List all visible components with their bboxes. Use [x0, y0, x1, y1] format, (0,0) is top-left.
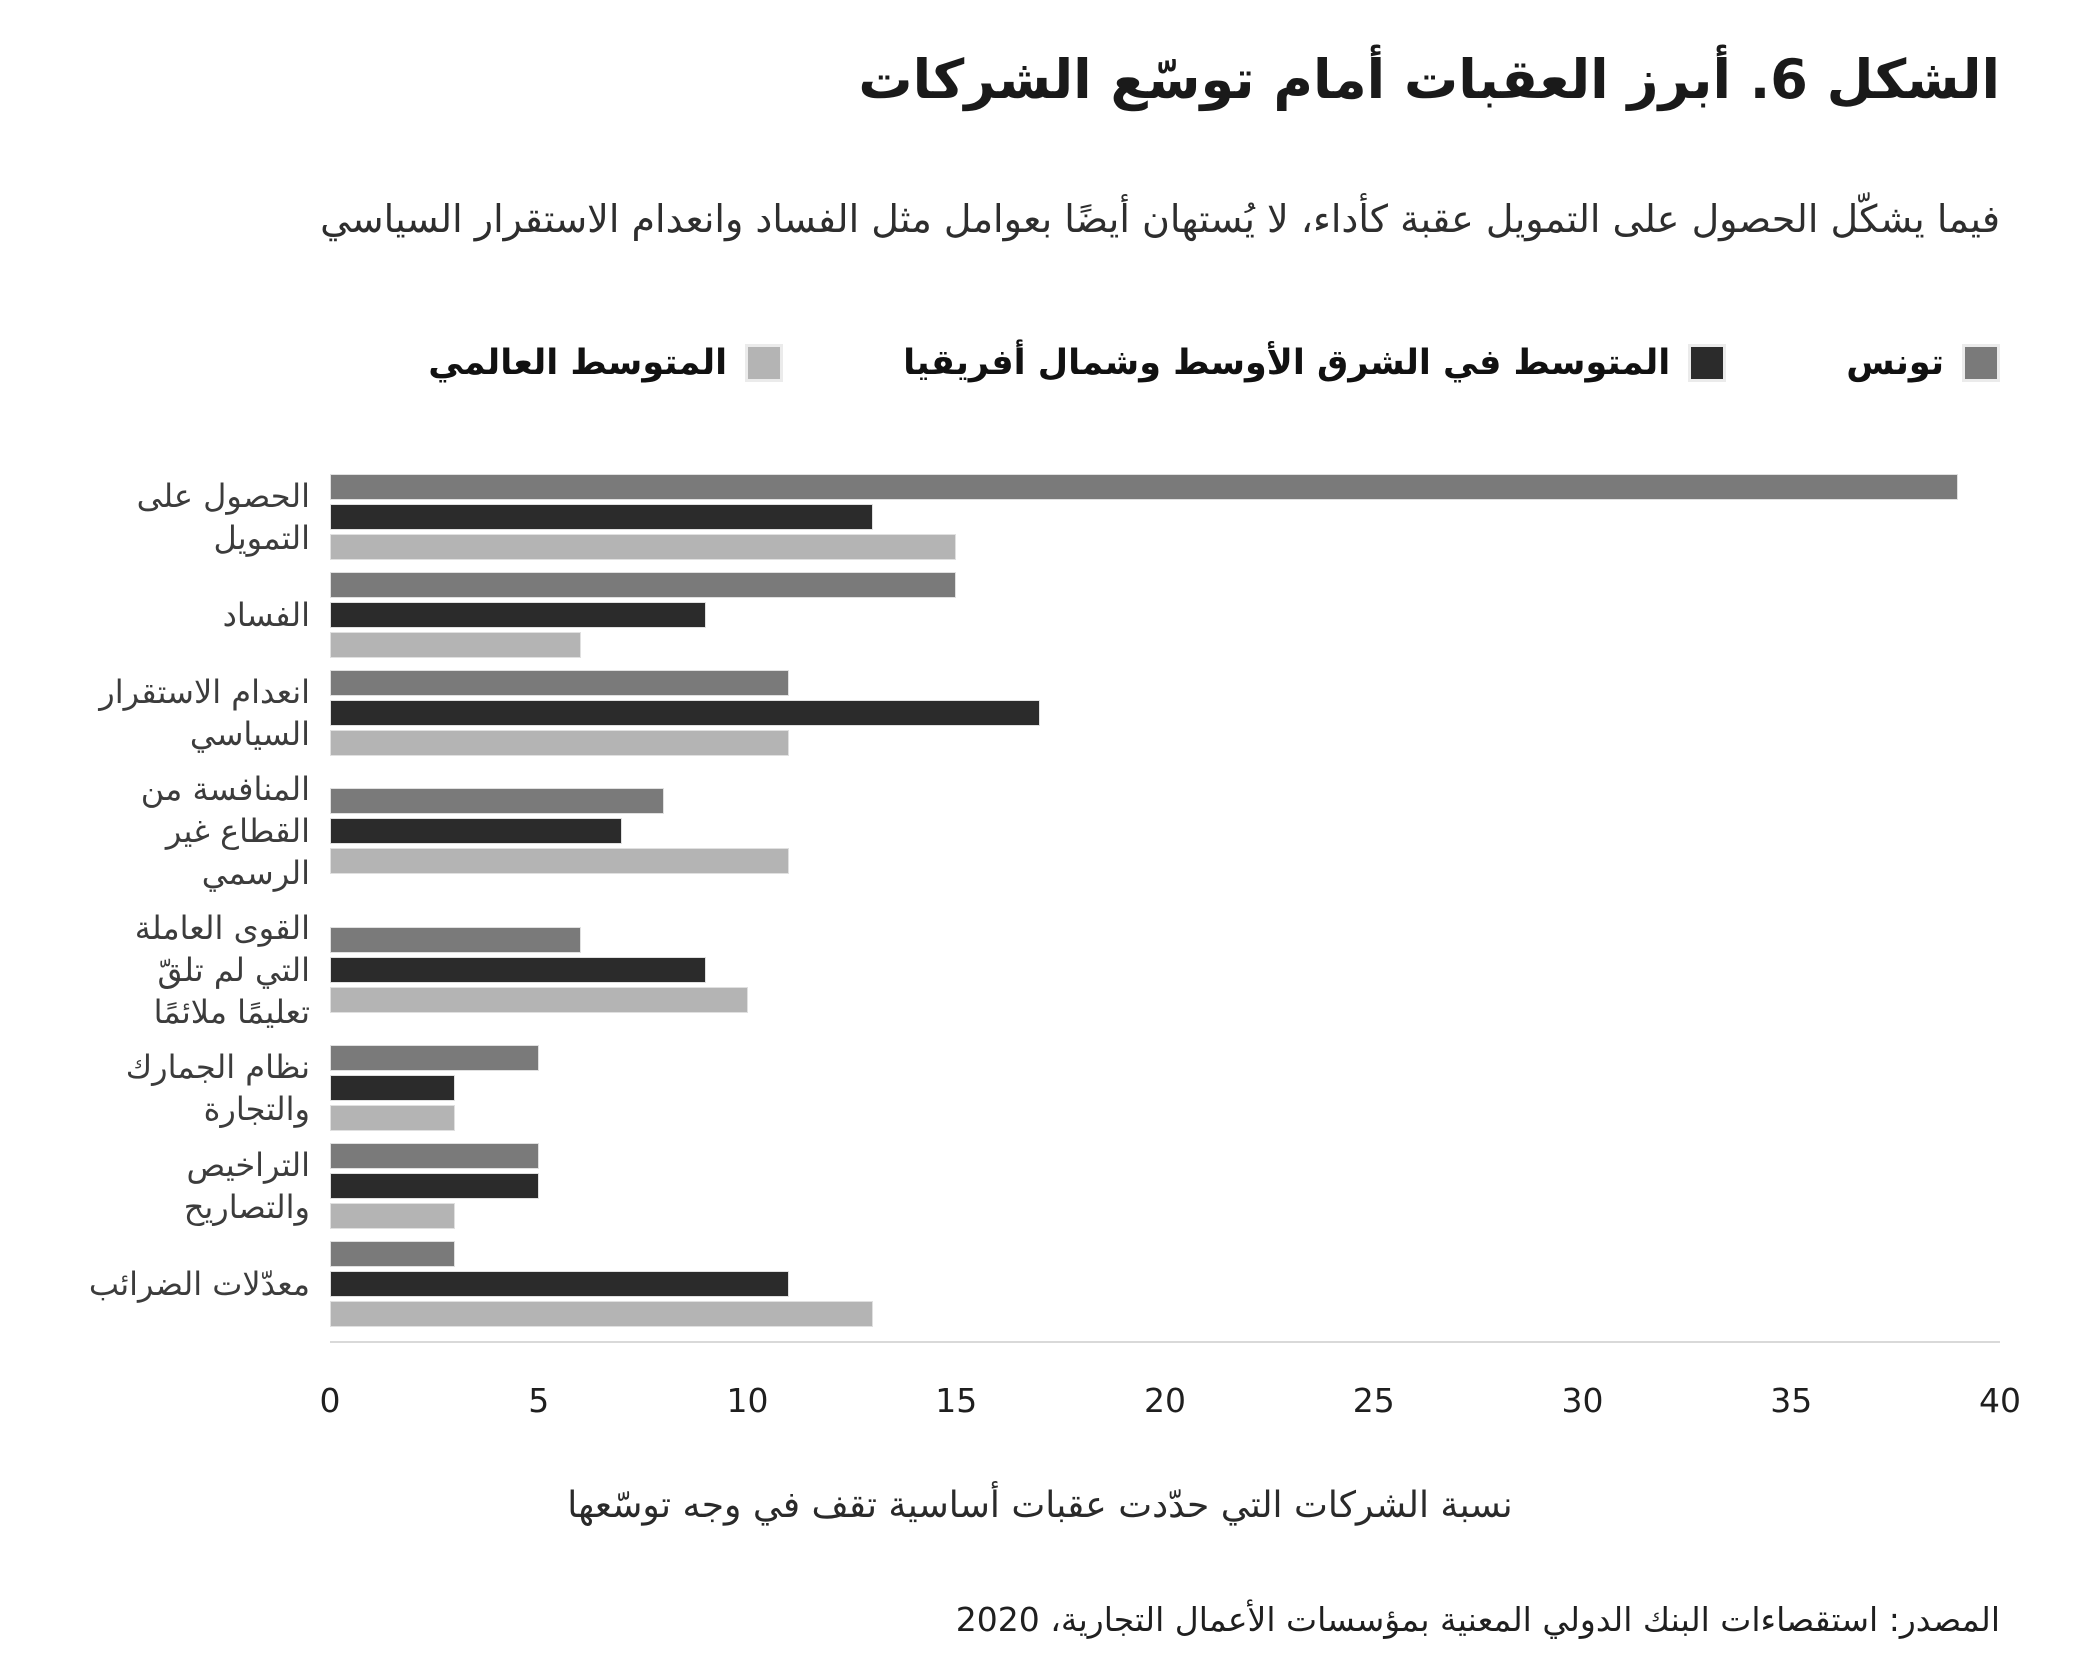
x-axis-tick: 10: [726, 1381, 769, 1421]
legend-item-0: تونس: [1846, 343, 2000, 383]
x-axis-tick: 0: [319, 1381, 341, 1421]
bar-group: [330, 473, 2000, 560]
bar-group: [330, 788, 2000, 875]
bar-series-1: [330, 1271, 790, 1298]
chart-row: نظام الجمارك والتجارة: [80, 1045, 2000, 1132]
chart-row: الحصول على التمويل: [80, 473, 2000, 560]
x-axis-ticks: 0 5 10 15 20 25 30 35 40: [320, 1341, 2021, 1427]
bar-series-0: [330, 1143, 539, 1170]
bar-series-0: [330, 669, 790, 696]
x-axis-tick: 20: [1144, 1381, 1186, 1421]
category-label: الفساد: [222, 595, 310, 634]
bar-series-2: [330, 1301, 873, 1328]
x-axis-label: نسبة الشركات التي حدّدت عقبات أساسية تقف…: [567, 1485, 1513, 1527]
bar-series-1: [330, 956, 706, 983]
legend-item-1: المتوسط في الشرق الأوسط وشمال أفريقيا: [903, 342, 1727, 383]
bar-chart: الحصول على التمويل الفساد انعدام الاستقرار…: [80, 473, 2021, 1427]
figure-subtitle: فيما يشكّل الحصول على التمويل عقبة كأداء…: [320, 196, 2000, 241]
bar-series-2: [330, 631, 581, 658]
bar-group: [330, 1045, 2000, 1132]
bar-series-0: [330, 788, 664, 815]
bar-series-0: [330, 571, 957, 598]
legend-swatch-icon: [1688, 343, 1727, 382]
x-axis-tick: 40: [1979, 1381, 2021, 1421]
legend-item-2: المتوسط العالمي: [428, 342, 784, 383]
chart-row: الفساد: [80, 571, 2000, 658]
category-label: معدّلات الضرائب: [88, 1265, 310, 1304]
x-axis-tick: 25: [1352, 1381, 1395, 1421]
bar-group: [330, 1143, 2000, 1230]
category-label: الحصول على التمويل: [136, 476, 310, 557]
chart-row: معدّلات الضرائب: [80, 1241, 2000, 1328]
bar-series-2: [330, 848, 790, 875]
legend-item-label: المتوسط العالمي: [428, 342, 728, 383]
legend-item-label: المتوسط في الشرق الأوسط وشمال أفريقيا: [903, 342, 1671, 383]
figure-title: الشكل 6. أبرز العقبات أمام توسّع الشركات: [858, 48, 2000, 111]
axis-spacer: [80, 1341, 330, 1427]
legend-swatch-icon: [745, 343, 784, 382]
category-label: المنافسة من القطاع غير الرسمي: [140, 769, 310, 893]
bar-series-1: [330, 818, 623, 845]
x-axis-tick: 5: [528, 1381, 550, 1421]
category-label: القوى العاملة التي لم تلقّ تعليمًا ملائم…: [134, 908, 310, 1031]
bar-series-0: [330, 473, 1959, 500]
chart-row: القوى العاملة التي لم تلقّ تعليمًا ملائم…: [80, 907, 2000, 1034]
bar-series-1: [330, 503, 873, 530]
x-axis-tick: 30: [1561, 1381, 1604, 1421]
bar-group: [330, 571, 2000, 658]
source-note: المصدر: استقصاءات البنك الدولي المعنية ب…: [955, 1600, 2000, 1640]
bar-group: [330, 1241, 2000, 1328]
bar-series-2: [330, 986, 748, 1013]
chart-row: التراخيص والتصاريح: [80, 1143, 2000, 1230]
x-axis-tick: 15: [935, 1381, 978, 1421]
x-axis-tick: 35: [1770, 1381, 1813, 1421]
bar-series-1: [330, 601, 706, 628]
bar-group: [330, 926, 2000, 1013]
x-axis: 0 5 10 15 20 25 30 35 40: [80, 1341, 2021, 1427]
bar-series-1: [330, 1075, 456, 1102]
category-label: التراخيص والتصاريح: [183, 1145, 310, 1227]
category-label: نظام الجمارك والتجارة: [125, 1047, 310, 1129]
chart-rows: الحصول على التمويل الفساد انعدام الاستقرار…: [80, 473, 2000, 1328]
bar-series-0: [330, 1045, 539, 1072]
bar-series-2: [330, 729, 790, 756]
legend: تونس المتوسط في الشرق الأوسط وشمال أفريقي…: [80, 340, 2000, 386]
bar-series-0: [330, 1241, 456, 1268]
bar-series-1: [330, 1173, 539, 1200]
bar-group: [330, 669, 2000, 756]
category-label: انعدام الاستقرار السياسي: [99, 672, 310, 753]
legend-item-label: تونس: [1846, 342, 1944, 383]
chart-row: المنافسة من القطاع غير الرسمي: [80, 768, 2000, 895]
bar-series-1: [330, 699, 1040, 726]
chart-row: انعدام الاستقرار السياسي: [80, 669, 2000, 756]
bar-series-2: [330, 1105, 456, 1132]
bar-series-0: [330, 926, 581, 953]
bar-series-2: [330, 533, 957, 560]
bar-series-2: [330, 1203, 456, 1230]
legend-swatch-icon: [1962, 343, 2000, 382]
